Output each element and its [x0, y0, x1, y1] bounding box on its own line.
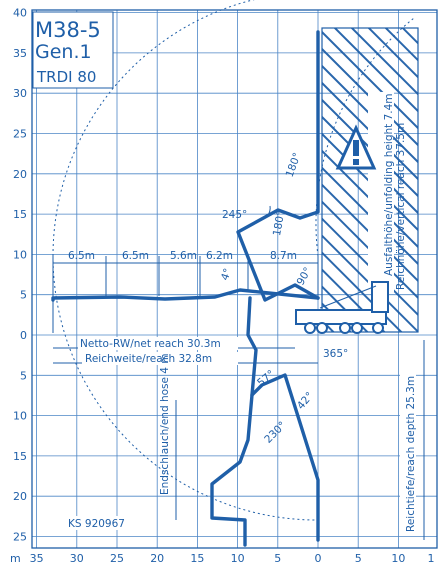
x-tick-label: 5: [355, 552, 362, 565]
axis-unit-label: m: [10, 552, 21, 565]
angle-a6: 57°: [255, 368, 277, 389]
x-tick-label: 25: [110, 552, 124, 565]
y-tick-label: 20: [13, 490, 27, 503]
x-tick-label: 10: [231, 552, 245, 565]
x-axis-ticks: 35 30 25 20 15 10 5 0 5 10 1: [30, 552, 435, 565]
y-tick-label: 10: [13, 410, 27, 423]
boom-folded-up: [236, 30, 320, 302]
truck: [295, 281, 389, 334]
y-tick-label: 0: [20, 329, 27, 342]
angle-a5: 4°: [219, 267, 234, 282]
model-title: M38-5: [35, 18, 101, 42]
x-tick-label: 15: [190, 552, 204, 565]
y-tick-label: 10: [13, 248, 27, 261]
boom-horizontal: [51, 288, 320, 333]
variant-title: TRDI 80: [36, 68, 96, 86]
y-tick-label: 25: [13, 128, 27, 141]
angle-slew: 365°: [323, 348, 348, 360]
reach-depth-label: Reichtiefe/reach depth 25.3m: [405, 376, 417, 532]
y-tick-label: 5: [20, 369, 27, 382]
angle-a1: 180°: [284, 151, 304, 179]
plot-frame: [31, 9, 438, 549]
y-tick-label: 5: [20, 289, 27, 302]
x-tick-label: 5: [274, 552, 281, 565]
segment-label-4: 6.2m: [206, 250, 233, 262]
net-reach-label: Netto-RW/net reach 30.3m: [80, 338, 221, 350]
angle-a2: 245°: [222, 209, 247, 221]
y-tick-label: 20: [13, 168, 27, 181]
x-tick-label: 30: [70, 552, 84, 565]
angle-a4: 90°: [295, 265, 315, 287]
y-tick-label: 30: [13, 87, 27, 100]
x-tick-label: 35: [30, 552, 44, 565]
y-axis-ticks-down: 5 10 15 20 25: [13, 369, 27, 543]
warning-triangle-icon: [335, 124, 377, 170]
x-tick-label: 10: [391, 552, 405, 565]
total-reach-label: Reichweite/reach 32.8m: [85, 353, 212, 365]
segment-dimensions: [52, 256, 319, 300]
ks-number: KS 920967: [68, 518, 125, 530]
y-tick-label: 35: [13, 47, 27, 60]
y-tick-label: 40: [13, 7, 27, 20]
x-tick-label: 1: [428, 552, 435, 565]
y-tick-label: 15: [13, 450, 27, 463]
angle-a8: 230°: [262, 419, 288, 445]
x-tick-label: 20: [150, 552, 164, 565]
y-axis-ticks-up: 40 35 30 25 20 15 10 5 0: [13, 7, 27, 342]
unfolding-height-label: Ausfalthöhe/unfolding height 7.4m: [383, 93, 395, 276]
angle-a7: 42°: [295, 390, 316, 412]
generation-title: Gen.1: [35, 41, 92, 63]
boom-downward: [210, 296, 320, 547]
end-hose-label: Endschlauch/end hose 4 m: [159, 353, 171, 495]
segment-label-3: 5.6m: [170, 250, 197, 262]
x-tick-label: 0: [315, 552, 322, 565]
vertical-reach-label: Reichhöhe/vertical reach 37.5m: [395, 123, 407, 290]
reach-envelope: [52, 0, 415, 521]
angle-a3: 180°: [271, 210, 287, 237]
y-tick-label: 15: [13, 208, 27, 221]
segment-label-2: 6.5m: [122, 250, 149, 262]
y-tick-label: 25: [13, 531, 27, 544]
segment-label-1: 6.5m: [68, 250, 95, 262]
segment-label-5: 8.7m: [270, 250, 297, 262]
